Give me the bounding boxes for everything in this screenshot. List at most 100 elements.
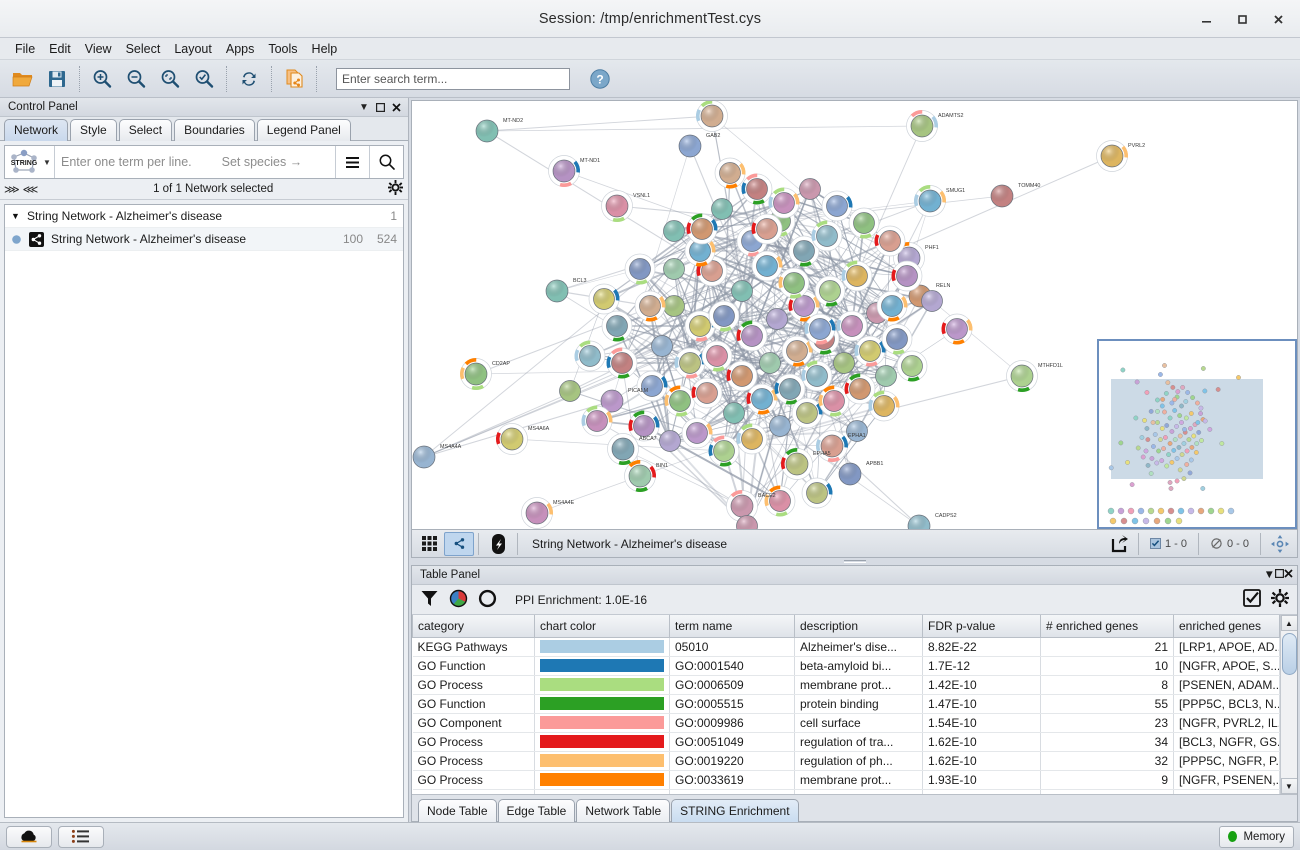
scroll-up-arrow[interactable]: ▲ <box>1280 615 1297 631</box>
refresh-icon[interactable] <box>232 63 266 95</box>
network-node[interactable] <box>726 490 758 522</box>
menu-apps[interactable]: Apps <box>225 41 255 56</box>
col-enriched-count[interactable]: # enriched genes <box>1040 615 1174 638</box>
table-row[interactable]: GO Process GO:0006509 membrane prot... 1.42… <box>412 675 1280 695</box>
network-node[interactable] <box>674 347 706 379</box>
network-node[interactable] <box>663 220 685 242</box>
menu-layout[interactable]: Layout <box>174 41 212 56</box>
network-canvas[interactable]: MT-ND2 MT-ND1 VSNL1 GAB2 ADAMTS2 PVRL2 TOMM40 S… <box>411 100 1298 530</box>
network-node[interactable] <box>751 213 783 245</box>
col-enriched-genes[interactable]: enriched genes <box>1173 615 1280 638</box>
network-graph[interactable]: MT-ND2 MT-ND1 VSNL1 GAB2 ADAMTS2 PVRL2 TOMM40 S… <box>412 101 1298 530</box>
network-node[interactable] <box>781 448 813 480</box>
network-node[interactable] <box>768 187 800 219</box>
network-node[interactable] <box>678 134 702 158</box>
network-node[interactable] <box>731 280 753 302</box>
menu-file[interactable]: File <box>15 41 36 56</box>
network-node[interactable] <box>736 515 758 531</box>
network-node[interactable] <box>723 402 745 424</box>
table-row[interactable]: GO Process GO:0050435beta-amyloid m...2.0… <box>412 789 1280 794</box>
network-node[interactable] <box>874 225 906 257</box>
gear-icon[interactable] <box>1271 589 1289 610</box>
tab-boundaries[interactable]: Boundaries <box>174 119 255 141</box>
panel-dropdown-icon[interactable]: ▼ <box>1263 569 1275 581</box>
menu-view[interactable]: View <box>84 41 112 56</box>
network-node[interactable] <box>816 430 848 462</box>
minimize-icon[interactable] <box>1188 2 1224 36</box>
network-node[interactable] <box>833 352 855 374</box>
network-node[interactable] <box>548 155 580 187</box>
pie-chart-icon[interactable] <box>449 589 468 611</box>
hamburger-menu-icon[interactable] <box>336 146 369 178</box>
network-node[interactable] <box>600 389 624 413</box>
network-node[interactable] <box>681 417 713 449</box>
string-terms-input[interactable]: Enter one term per line. Set species → <box>55 146 335 178</box>
birds-eye-view[interactable] <box>1097 339 1297 529</box>
zoom-fit-icon[interactable] <box>153 63 187 95</box>
network-node[interactable] <box>663 258 685 280</box>
network-node[interactable] <box>941 313 973 345</box>
network-node[interactable] <box>701 340 733 372</box>
cloud-icon[interactable] <box>6 825 52 848</box>
table-row[interactable]: KEGG Pathways 05010 Alzheimer's dise... 8.8… <box>412 637 1280 657</box>
gear-icon[interactable] <box>388 180 403 198</box>
enrichment-table-wrapper[interactable]: category chart color term name descripti… <box>412 615 1297 794</box>
chevron-down-icon[interactable]: ▼ <box>11 211 20 221</box>
network-node[interactable] <box>868 390 900 422</box>
pan-tool-icon[interactable] <box>1265 532 1295 556</box>
network-node[interactable] <box>759 352 781 374</box>
network-node[interactable] <box>636 370 668 402</box>
network-node[interactable] <box>791 397 823 429</box>
network-node[interactable] <box>708 300 740 332</box>
network-node[interactable] <box>581 405 613 437</box>
annotation-icon[interactable] <box>483 532 513 556</box>
network-node[interactable] <box>921 290 943 312</box>
network-node[interactable] <box>574 340 606 372</box>
tab-network[interactable]: Network <box>4 119 69 141</box>
table-row[interactable]: GO Function GO:0001540 beta-amyloid bi... 1… <box>412 656 1280 676</box>
string-logo-icon[interactable]: STRING <box>5 146 43 178</box>
network-node[interactable] <box>588 283 620 315</box>
network-node[interactable] <box>714 157 746 189</box>
network-node[interactable] <box>818 385 850 417</box>
network-node[interactable] <box>634 290 666 322</box>
expand-all-icon[interactable]: ⋘ <box>22 183 39 196</box>
help-icon[interactable]: ? <box>586 65 614 93</box>
tab-network-table[interactable]: Network Table <box>576 799 671 822</box>
network-node[interactable] <box>460 358 492 390</box>
table-row[interactable]: GO Process GO:0019220 regulation of ph... 1… <box>412 751 1280 771</box>
menu-select[interactable]: Select <box>125 41 161 56</box>
scrollbar-thumb[interactable] <box>1281 633 1297 675</box>
share-network-icon[interactable] <box>444 531 474 556</box>
filter-icon[interactable] <box>420 589 439 611</box>
network-node[interactable] <box>799 178 821 200</box>
network-node[interactable] <box>746 383 778 415</box>
panel-close-icon[interactable] <box>1284 569 1293 581</box>
table-vertical-scrollbar[interactable]: ▲ ▼ <box>1280 615 1297 794</box>
network-tree-root-row[interactable]: ▼ String Network - Alzheimer's disease 1 <box>5 205 403 228</box>
network-node[interactable] <box>841 260 873 292</box>
network-node[interactable] <box>774 373 806 405</box>
zoom-in-icon[interactable] <box>85 63 119 95</box>
network-node[interactable] <box>907 514 931 530</box>
network-node[interactable] <box>764 485 796 517</box>
panel-float-icon[interactable] <box>1275 569 1285 581</box>
network-node[interactable] <box>781 335 813 367</box>
network-node[interactable] <box>624 253 656 285</box>
network-node[interactable] <box>811 220 843 252</box>
col-description[interactable]: description <box>794 615 923 638</box>
tab-edge-table[interactable]: Edge Table <box>497 799 576 822</box>
grid-layout-icon[interactable] <box>414 532 444 556</box>
maximize-icon[interactable] <box>1224 2 1260 36</box>
task-list-icon[interactable] <box>58 825 104 848</box>
network-node[interactable] <box>684 235 716 267</box>
network-node[interactable] <box>412 445 436 469</box>
col-chart-color[interactable]: chart color <box>534 615 670 638</box>
network-node[interactable] <box>559 380 581 402</box>
network-node[interactable] <box>624 460 656 492</box>
donut-chart-icon[interactable] <box>478 589 497 611</box>
table-row[interactable]: GO Process GO:0033619 membrane prot... 1.93… <box>412 770 1280 790</box>
network-node[interactable] <box>607 433 639 465</box>
network-node[interactable] <box>628 410 660 442</box>
table-row[interactable]: GO Function GO:0005515 protein binding 1.47… <box>412 694 1280 714</box>
